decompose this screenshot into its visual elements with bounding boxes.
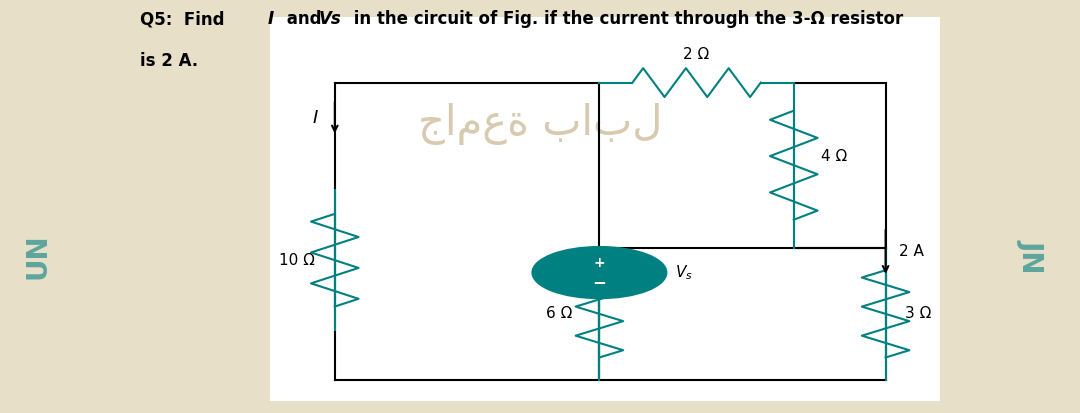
Text: in the circuit of Fig. if the current through the 3-Ω resistor: in the circuit of Fig. if the current th… [348, 10, 903, 28]
Text: Vs: Vs [319, 10, 341, 28]
Text: I: I [268, 10, 274, 28]
Text: 3 Ω: 3 Ω [905, 306, 931, 321]
Text: 2 Ω: 2 Ω [684, 47, 710, 62]
Text: 4 Ω: 4 Ω [821, 150, 847, 164]
Circle shape [532, 247, 666, 298]
Text: JN: JN [1017, 239, 1045, 273]
Text: $V_s$: $V_s$ [675, 263, 692, 282]
Text: −: − [593, 273, 606, 291]
Text: UN: UN [24, 233, 52, 279]
Text: 6 Ω: 6 Ω [546, 306, 572, 321]
Text: is 2 A.: is 2 A. [140, 52, 199, 70]
Text: and: and [281, 10, 327, 28]
Text: 10 Ω: 10 Ω [280, 253, 315, 268]
Text: $I$: $I$ [312, 109, 319, 127]
Text: جامعة بابل: جامعة بابل [418, 103, 662, 145]
Text: +: + [594, 256, 605, 271]
Text: 2 A: 2 A [899, 244, 923, 259]
Text: Q5:  Find: Q5: Find [140, 10, 231, 28]
FancyBboxPatch shape [270, 17, 940, 401]
